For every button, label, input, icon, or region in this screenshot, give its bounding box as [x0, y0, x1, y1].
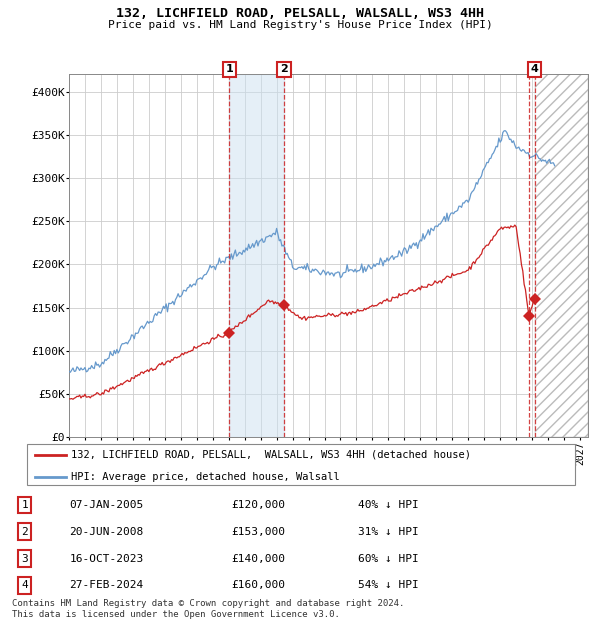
Text: £120,000: £120,000 [231, 500, 285, 510]
Text: 40% ↓ HPI: 40% ↓ HPI [358, 500, 418, 510]
Text: 4: 4 [531, 64, 539, 74]
Text: £153,000: £153,000 [231, 526, 285, 536]
Text: 60% ↓ HPI: 60% ↓ HPI [358, 554, 418, 564]
Text: 132, LICHFIELD ROAD, PELSALL,  WALSALL, WS3 4HH (detached house): 132, LICHFIELD ROAD, PELSALL, WALSALL, W… [71, 450, 471, 459]
Text: Contains HM Land Registry data © Crown copyright and database right 2024.
This d: Contains HM Land Registry data © Crown c… [12, 600, 404, 619]
Text: £140,000: £140,000 [231, 554, 285, 564]
Text: 2: 2 [280, 64, 288, 74]
Bar [229, 74, 284, 437]
Text: 4: 4 [21, 580, 28, 590]
Text: 27-FEB-2024: 27-FEB-2024 [70, 580, 144, 590]
Text: Price paid vs. HM Land Registry's House Price Index (HPI): Price paid vs. HM Land Registry's House … [107, 20, 493, 30]
Text: £160,000: £160,000 [231, 580, 285, 590]
Text: 07-JAN-2005: 07-JAN-2005 [70, 500, 144, 510]
Text: 20-JUN-2008: 20-JUN-2008 [70, 526, 144, 536]
Text: 132, LICHFIELD ROAD, PELSALL, WALSALL, WS3 4HH: 132, LICHFIELD ROAD, PELSALL, WALSALL, W… [116, 7, 484, 20]
Text: 16-OCT-2023: 16-OCT-2023 [70, 554, 144, 564]
Text: HPI: Average price, detached house, Walsall: HPI: Average price, detached house, Wals… [71, 472, 340, 482]
Text: 2: 2 [21, 526, 28, 536]
Text: 1: 1 [21, 500, 28, 510]
FancyBboxPatch shape [27, 444, 575, 485]
Text: 54% ↓ HPI: 54% ↓ HPI [358, 580, 418, 590]
Text: 31% ↓ HPI: 31% ↓ HPI [358, 526, 418, 536]
Text: 1: 1 [225, 64, 233, 74]
Text: 3: 3 [21, 554, 28, 564]
